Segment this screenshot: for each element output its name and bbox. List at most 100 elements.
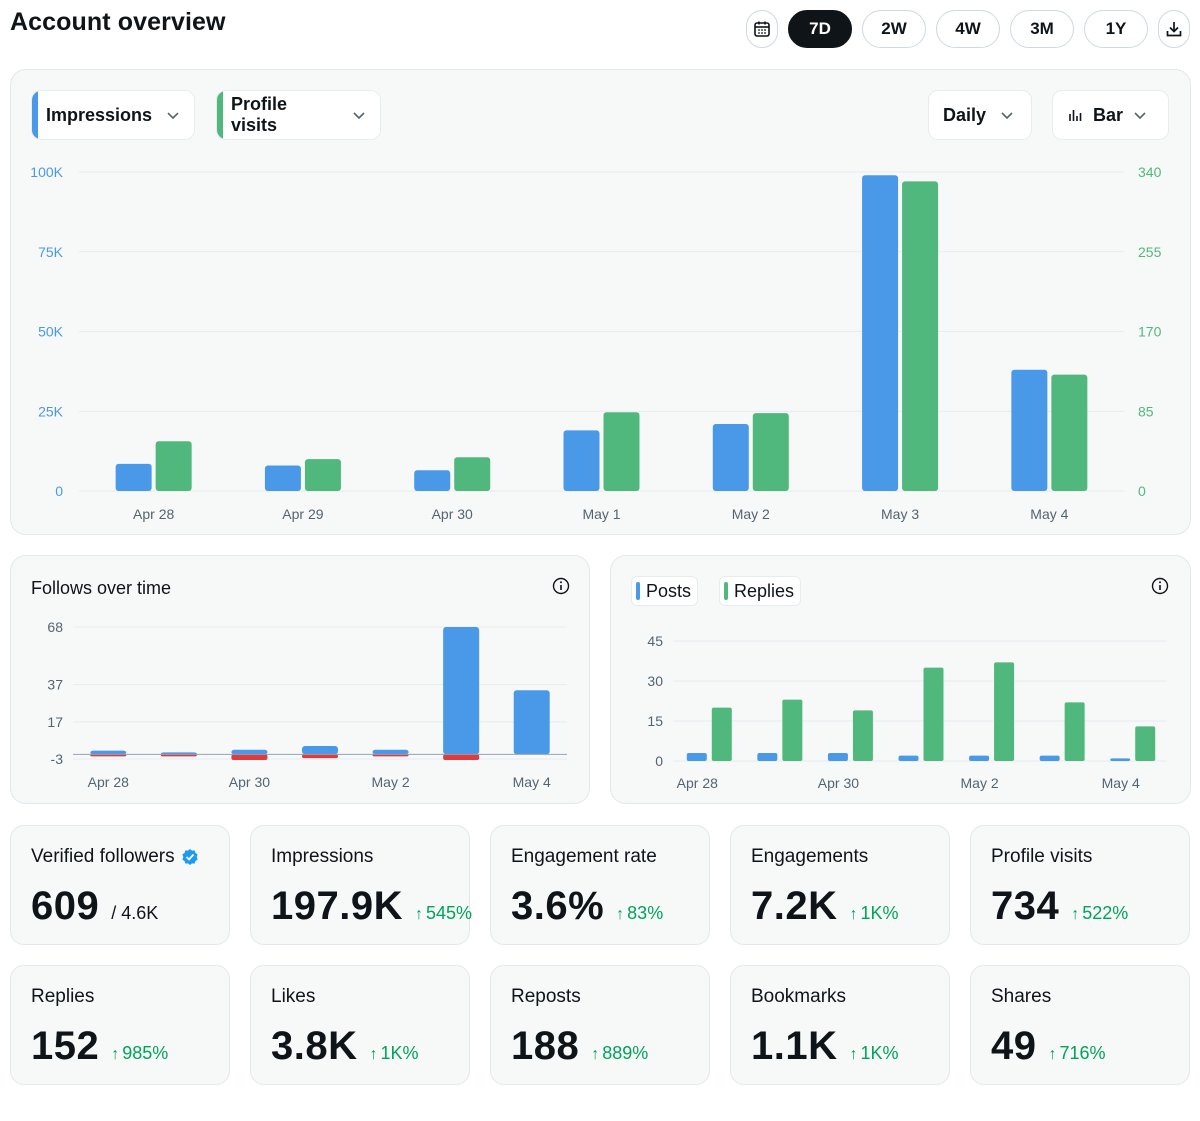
profile-visits-bar bbox=[902, 181, 939, 491]
legend-posts[interactable]: Posts bbox=[631, 576, 699, 606]
range-button-4w[interactable]: 4W bbox=[936, 10, 1000, 48]
stat-delta: ↑ 83% bbox=[616, 903, 663, 924]
metric1-dropdown[interactable]: Impressions bbox=[31, 90, 195, 140]
stat-value: 7.2K bbox=[751, 884, 838, 928]
replies-bar bbox=[852, 710, 873, 761]
stat-delta: ↑ 545% bbox=[415, 903, 472, 924]
stat-card-shares[interactable]: Shares 49 ↑ 716% bbox=[970, 965, 1190, 1085]
info-icon[interactable] bbox=[552, 577, 570, 595]
follows-bar bbox=[90, 750, 127, 755]
profile-visits-bar bbox=[155, 441, 192, 491]
unfollows-bar bbox=[90, 754, 127, 757]
stat-card-likes[interactable]: Likes 3.8K ↑ 1K% bbox=[250, 965, 470, 1085]
stat-label-wrap: Reposts bbox=[511, 986, 581, 1008]
x-tick-label: May 2 bbox=[372, 774, 410, 790]
profile-visits-bar bbox=[454, 457, 491, 491]
y-tick-label: 30 bbox=[647, 673, 663, 689]
replies-bar bbox=[782, 699, 803, 761]
stat-label: Replies bbox=[31, 986, 95, 1007]
chevron-down-icon bbox=[167, 112, 179, 120]
x-tick-label: Apr 30 bbox=[229, 774, 270, 790]
replies-bar bbox=[923, 667, 944, 761]
metric2-dropdown[interactable]: Profile visits bbox=[216, 90, 381, 140]
y-left-tick-label: 50K bbox=[38, 324, 64, 340]
posts-color-swatch bbox=[636, 582, 640, 600]
profile-visits-bar bbox=[603, 412, 640, 491]
impressions-bar bbox=[712, 424, 749, 491]
y-right-tick-label: 340 bbox=[1138, 164, 1162, 180]
legend-replies[interactable]: Replies bbox=[719, 576, 802, 606]
stat-value-row: 197.9K ↑ 545% bbox=[271, 884, 472, 929]
stat-delta-value: 716% bbox=[1059, 1043, 1106, 1063]
stat-delta-value: 83% bbox=[627, 903, 664, 923]
legend-replies-label: Replies bbox=[734, 580, 795, 601]
y-left-tick-label: 100K bbox=[30, 164, 63, 180]
y-tick-label: 0 bbox=[655, 753, 663, 769]
stat-label-wrap: Bookmarks bbox=[751, 986, 846, 1008]
x-tick-label: May 3 bbox=[881, 506, 919, 522]
stat-value-row: 7.2K ↑ 1K% bbox=[751, 884, 899, 929]
replies-bar bbox=[1064, 702, 1085, 761]
chevron-down-icon bbox=[1134, 112, 1146, 120]
download-button[interactable] bbox=[1158, 10, 1190, 48]
stat-label: Reposts bbox=[511, 986, 581, 1007]
stat-card-impressions[interactable]: Impressions 197.9K ↑ 545% bbox=[250, 825, 472, 945]
calendar-button[interactable] bbox=[746, 10, 778, 48]
stat-value-row: 1.1K ↑ 1K% bbox=[751, 1024, 899, 1069]
impressions-bar bbox=[862, 175, 899, 491]
arrow-up-icon: ↑ bbox=[1048, 1046, 1057, 1063]
replies-bar bbox=[1135, 726, 1156, 761]
x-tick-label: Apr 28 bbox=[677, 775, 718, 791]
range-button-3m[interactable]: 3M bbox=[1010, 10, 1074, 48]
unfollows-bar bbox=[160, 754, 197, 757]
stat-delta: ↑ 716% bbox=[1049, 1043, 1106, 1064]
profile-visits-bar bbox=[304, 459, 341, 491]
impressions-bar bbox=[264, 465, 301, 491]
stat-value: 3.6% bbox=[511, 884, 605, 928]
stat-value-row: 3.6% ↑ 83% bbox=[511, 884, 663, 929]
stat-value-row: 734 ↑ 522% bbox=[991, 884, 1128, 929]
chart-type-dropdown[interactable]: Bar bbox=[1052, 90, 1169, 140]
posts-bar bbox=[898, 755, 919, 761]
stat-card-reposts[interactable]: Reposts 188 ↑ 889% bbox=[490, 965, 710, 1085]
posts-replies-bar-chart: 0 15 30 45 Apr 28 Apr 30 May 2 May 4 bbox=[647, 633, 1167, 791]
stat-label: Engagements bbox=[751, 846, 869, 867]
chart-type-label: Bar bbox=[1093, 104, 1124, 125]
stat-delta-value: 1K% bbox=[860, 1043, 899, 1063]
x-tick-label: May 2 bbox=[961, 775, 999, 791]
stat-label-wrap: Likes bbox=[271, 986, 315, 1008]
stat-delta-value: 985% bbox=[122, 1043, 169, 1063]
x-tick-label: May 2 bbox=[732, 506, 770, 522]
posts-bar bbox=[686, 753, 707, 761]
stat-delta: ↑ 985% bbox=[111, 1043, 168, 1064]
follows-bar bbox=[302, 745, 338, 755]
follows-card-title: Follows over time bbox=[31, 578, 172, 598]
stat-delta-value: 545% bbox=[425, 903, 473, 923]
range-button-7d[interactable]: 7D bbox=[788, 10, 852, 48]
posts-replies-chart-card: Posts Replies 0 15 30 45 Apr 28 Apr 30 May 2 Ma… bbox=[610, 555, 1191, 804]
stat-card-bookmarks[interactable]: Bookmarks 1.1K ↑ 1K% bbox=[730, 965, 950, 1085]
stat-card-verified-followers[interactable]: Verified followers 609 / 4.6K bbox=[10, 825, 230, 945]
stat-card-engagement-rate[interactable]: Engagement rate 3.6% ↑ 83% bbox=[490, 825, 710, 945]
follows-bar bbox=[443, 627, 480, 755]
page-title: Account overview bbox=[10, 8, 226, 36]
info-icon[interactable] bbox=[1151, 577, 1169, 595]
y-right-tick-label: 85 bbox=[1138, 403, 1154, 419]
posts-bar bbox=[757, 753, 778, 761]
arrow-up-icon: ↑ bbox=[616, 906, 625, 923]
stat-card-replies[interactable]: Replies 152 ↑ 985% bbox=[10, 965, 230, 1085]
bar-chart-icon bbox=[1069, 110, 1082, 121]
profile-visits-bar bbox=[752, 413, 789, 491]
follows-bar bbox=[513, 690, 550, 755]
stat-card-profile-visits[interactable]: Profile visits 734 ↑ 522% bbox=[970, 825, 1190, 945]
posts-bar bbox=[1110, 758, 1131, 761]
stat-label-wrap: Engagements bbox=[751, 846, 868, 868]
arrow-up-icon: ↑ bbox=[369, 1046, 378, 1063]
range-button-2w[interactable]: 2W bbox=[862, 10, 926, 48]
range-button-1y[interactable]: 1Y bbox=[1084, 10, 1148, 48]
stat-delta-value: 1K% bbox=[860, 903, 899, 923]
stat-card-engagements[interactable]: Engagements 7.2K ↑ 1K% bbox=[730, 825, 950, 945]
x-tick-label: May 4 bbox=[1030, 506, 1068, 522]
interval-dropdown[interactable]: Daily bbox=[928, 90, 1032, 140]
profile-visits-bar bbox=[1051, 374, 1088, 491]
